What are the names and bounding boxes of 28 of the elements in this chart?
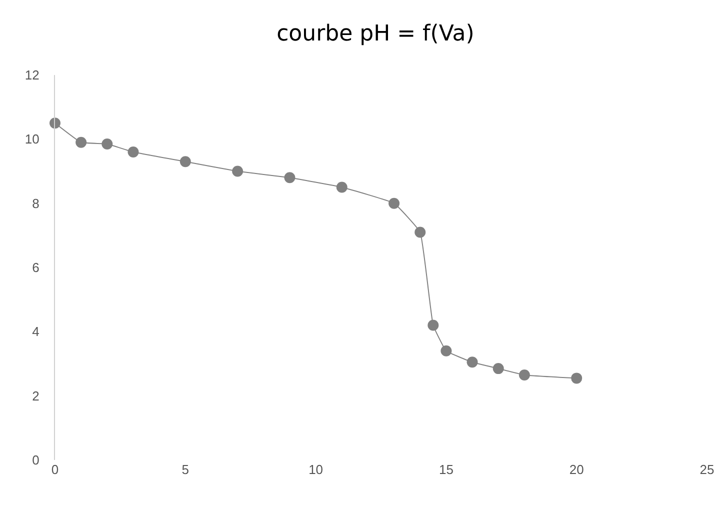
point bbox=[571, 372, 582, 384]
chart-title: courbe pH = f(Va) bbox=[276, 22, 474, 47]
y-tick-label: 2 bbox=[32, 388, 40, 404]
point bbox=[414, 226, 426, 238]
x-tick-label: 25 bbox=[700, 462, 714, 477]
y-tick-label: 10 bbox=[24, 132, 40, 147]
point bbox=[518, 369, 530, 380]
point bbox=[428, 320, 439, 331]
point bbox=[492, 363, 504, 374]
x-tick-label: 0 bbox=[51, 462, 59, 477]
point bbox=[180, 156, 191, 168]
y-tick-label: 6 bbox=[32, 260, 40, 276]
x-tick-label: 15 bbox=[438, 462, 454, 477]
x-tick-label: 10 bbox=[308, 462, 324, 477]
point bbox=[102, 138, 113, 150]
x-tick-label: 20 bbox=[569, 462, 584, 477]
point bbox=[466, 356, 478, 368]
point bbox=[336, 182, 348, 193]
point bbox=[232, 166, 244, 177]
x-tick-label: 5 bbox=[182, 462, 190, 477]
y-tick-label: 12 bbox=[24, 68, 40, 83]
point bbox=[440, 345, 452, 356]
y-tick-label: 4 bbox=[32, 324, 40, 340]
point bbox=[76, 136, 87, 148]
point bbox=[388, 198, 400, 209]
y-tick-label: 8 bbox=[32, 196, 40, 211]
point bbox=[284, 172, 296, 184]
point bbox=[128, 146, 139, 158]
